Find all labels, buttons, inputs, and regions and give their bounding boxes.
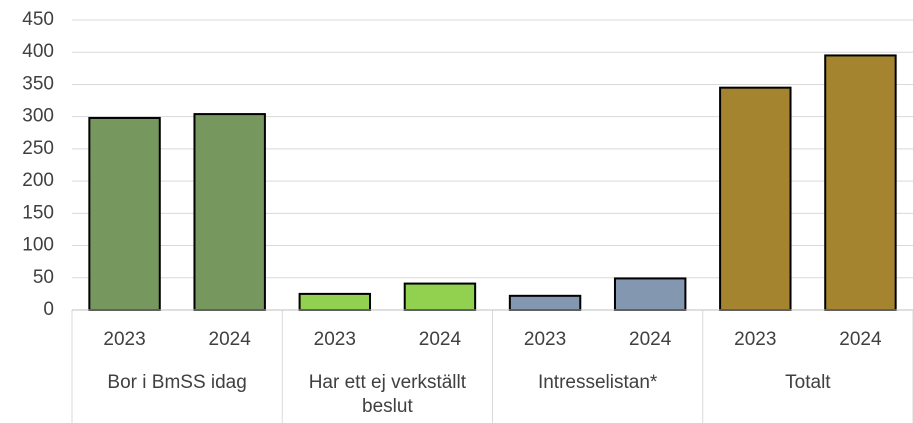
y-tick-label: 400 (22, 41, 54, 62)
bar (88, 116, 161, 312)
x-tick-label: 2024 (209, 329, 252, 350)
y-tick-label: 250 (22, 138, 54, 159)
bar (719, 86, 792, 311)
y-tick-label: 0 (43, 299, 54, 320)
y-tick-label: 150 (22, 202, 54, 223)
group-label: Intresselistan* (537, 372, 658, 393)
x-tick-label: 2023 (103, 329, 145, 350)
x-tick-label: 2024 (629, 329, 672, 350)
bar (403, 282, 477, 312)
bar (298, 292, 372, 311)
group-label: Bor i BmSS idag (107, 372, 247, 393)
y-tick-label: 350 (22, 73, 54, 94)
x-tick-label: 2023 (314, 329, 356, 350)
bar (508, 294, 582, 312)
bar (613, 277, 687, 311)
y-tick-label: 100 (22, 235, 54, 256)
x-tick-label: 2023 (524, 329, 566, 350)
group-label: Totalt (785, 372, 831, 393)
bar (193, 113, 266, 312)
x-tick-label: 2023 (734, 329, 776, 350)
y-tick-label: 300 (22, 106, 54, 127)
y-tick-label: 450 (22, 9, 54, 30)
bar (824, 54, 897, 311)
y-tick-label: 200 (22, 170, 54, 191)
x-tick-label: 2024 (419, 329, 462, 350)
group-label: Har ett ej verkställt beslut (308, 372, 467, 417)
y-tick-label: 50 (33, 267, 54, 288)
x-tick-label: 2024 (839, 329, 882, 350)
